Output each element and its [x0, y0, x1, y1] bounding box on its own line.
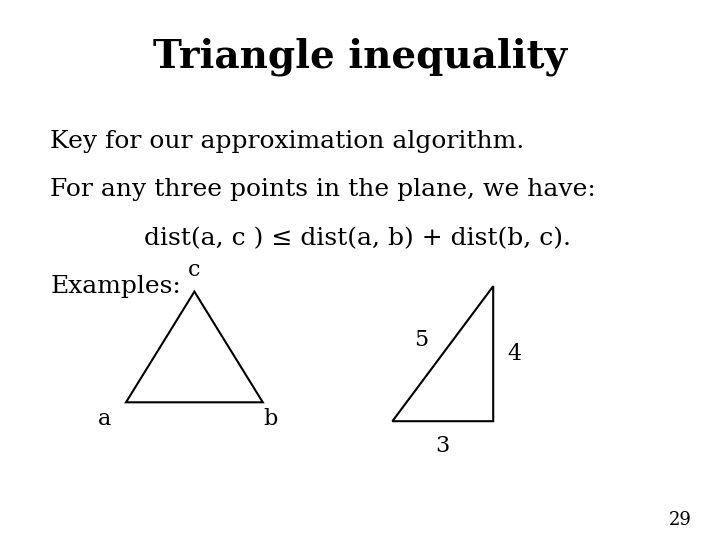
Text: Examples:: Examples:: [50, 275, 181, 299]
Text: Key for our approximation algorithm.: Key for our approximation algorithm.: [50, 130, 525, 153]
Text: 5: 5: [414, 329, 428, 351]
Text: a: a: [98, 408, 111, 430]
Text: b: b: [263, 408, 277, 430]
Text: c: c: [188, 259, 201, 281]
Text: 29: 29: [668, 511, 691, 529]
Text: 3: 3: [436, 435, 450, 457]
Text: For any three points in the plane, we have:: For any three points in the plane, we ha…: [50, 178, 596, 201]
Text: Triangle inequality: Triangle inequality: [153, 38, 567, 76]
Text: dist(a, c ) ≤ dist(a, b) + dist(b, c).: dist(a, c ) ≤ dist(a, b) + dist(b, c).: [144, 227, 571, 250]
Text: 4: 4: [508, 343, 522, 364]
